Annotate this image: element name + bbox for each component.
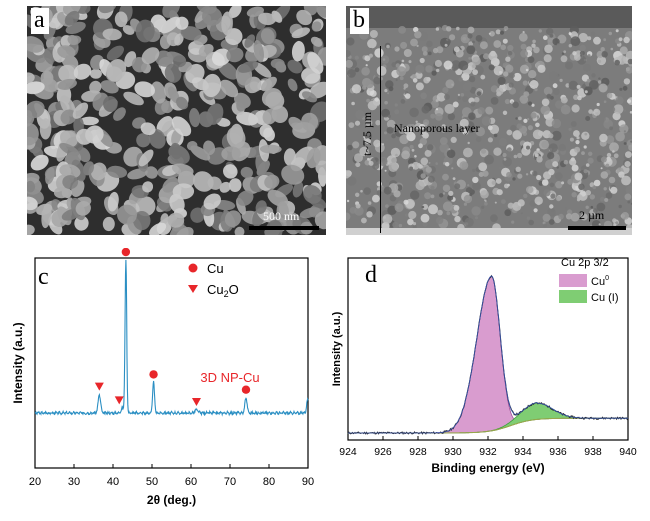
xps-x-tick-label: 936	[549, 446, 567, 458]
xrd-x-tick-label: 40	[107, 476, 119, 488]
xrd-x-tick-label: 50	[146, 476, 158, 488]
legend-marker-cu2o	[188, 285, 198, 293]
scale-bar-label-a: 500 nm	[263, 209, 300, 223]
xps-legend-title: Cu 2p 3/2	[561, 257, 609, 269]
xrd-cu-marker	[121, 247, 131, 257]
legend-label-cu1: Cu (I)	[591, 292, 619, 304]
xrd-x-tick-label: 20	[29, 476, 41, 488]
legend-swatch-cu1	[559, 290, 587, 303]
sem-image-cross-section: b t~7.5 µm Nanoporous layer 2 µm	[346, 6, 632, 235]
xps-x-tick-label: 938	[584, 446, 602, 458]
xps-chart-panel: d 924 926 928 930 932 934 936 938 940 Binding ene…	[325, 248, 650, 516]
xrd-x-tick-label: 70	[224, 476, 236, 488]
thickness-arrow	[380, 46, 381, 233]
legend-label-cu: Cu	[207, 261, 224, 276]
panel-label-a: a	[31, 8, 49, 34]
thickness-label: t~7.5 µm	[360, 111, 374, 156]
xrd-x-tick-label: 80	[263, 476, 275, 488]
legend-marker-cu	[188, 263, 198, 273]
xrd-cu-marker	[241, 385, 251, 394]
panel-label-d: d	[365, 262, 377, 288]
sem-image-top-view: a 500 nm	[27, 6, 326, 235]
xps-x-tick-label: 940	[619, 446, 637, 458]
scale-bar-b	[568, 226, 626, 230]
nanoporous-layer-label: Nanoporous layer	[394, 121, 480, 135]
panel-label-b: b	[350, 8, 369, 34]
xrd-cu2o-marker	[94, 382, 104, 391]
xrd-plot-frame	[34, 257, 309, 469]
sem-a-texture	[27, 6, 326, 235]
xrd-sample-annotation: 3D NP-Cu	[200, 370, 259, 385]
legend-label-cu2o: Cu2O	[207, 282, 239, 299]
xrd-x-tick-label: 30	[68, 476, 80, 488]
xrd-x-tick-label: 60	[185, 476, 197, 488]
xps-fit-line	[348, 275, 628, 434]
legend-label-cu0: Cu0	[591, 275, 609, 288]
xrd-y-axis-label: Intensity (a.u.)	[11, 322, 25, 403]
legend-swatch-cu0	[559, 274, 587, 287]
xps-x-axis-label: Binding energy (eV)	[431, 461, 544, 475]
panel-label-c: c	[38, 264, 49, 290]
xrd-cu-marker	[149, 370, 158, 379]
scale-bar-a	[249, 226, 319, 230]
xps-x-tick-label: 932	[479, 446, 497, 458]
xps-chart: d 924 926 928 930 932 934 936 938 940 Binding ene…	[331, 257, 637, 475]
xrd-cu2o-marker	[191, 397, 201, 406]
xps-x-tick-label: 930	[444, 446, 462, 458]
xps-x-tick-label: 926	[374, 446, 392, 458]
xps-x-tick-label: 934	[514, 446, 532, 458]
sem-b-texture	[346, 6, 632, 235]
xps-y-axis-label: Intensity (a.u.)	[331, 311, 343, 386]
xps-x-tick-label: 928	[409, 446, 427, 458]
xrd-x-axis-label: 2θ (deg.)	[147, 493, 196, 507]
xrd-chart: c 20 30 40 50 60 70 80 90 2θ (deg.) Intensity (a.…	[11, 247, 314, 507]
xrd-x-tick-label: 90	[302, 476, 314, 488]
xps-x-tick-label: 924	[339, 446, 357, 458]
scale-bar-label-b: 2 µm	[579, 208, 605, 222]
xrd-chart-panel: c 20 30 40 50 60 70 80 90 2θ (deg.) Intensity (a.…	[0, 247, 325, 516]
xrd-pattern-line	[34, 259, 309, 417]
xrd-cu2o-marker	[114, 396, 124, 405]
